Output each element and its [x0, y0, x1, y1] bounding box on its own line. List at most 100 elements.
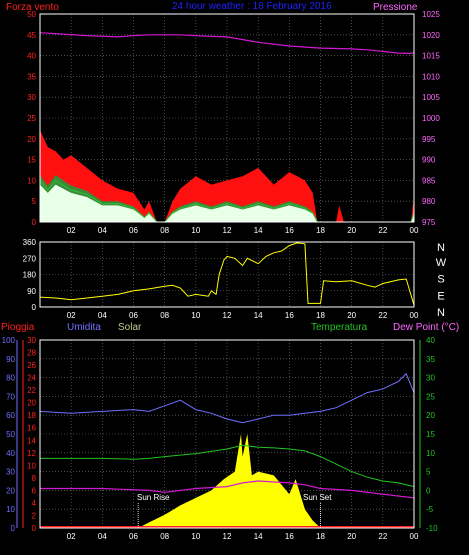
rain-y-tick-label: 28 — [27, 349, 36, 358]
panel-1-x-tick-label: 16 — [285, 226, 294, 235]
axis-layer: 02 04 06 08 10 12 14 16 18 20 22 000510152025303540… — [2, 10, 447, 541]
rain-y-tick-label: 26 — [27, 361, 36, 370]
panel-3-x-tick-label: 22 — [378, 532, 387, 541]
rain-y-tick-label: 0 — [32, 524, 37, 533]
temp-y-tick-label: 0 — [426, 486, 431, 495]
wind-y-tick-label: 35 — [27, 72, 36, 81]
temp-y-tick-label: 35 — [426, 355, 435, 364]
compass-label: N — [437, 307, 445, 319]
panel-2-x-tick-label: 16 — [285, 311, 294, 320]
temp-y-tick-label: 5 — [426, 468, 431, 477]
pressure-y-tick-label: 985 — [422, 176, 436, 185]
temperature-line — [40, 444, 415, 488]
panel-2-frame — [39, 241, 415, 308]
panel-1-x-tick-label: 10 — [191, 226, 200, 235]
direction-y-tick-label: 180 — [23, 271, 37, 280]
pressure-y-tick-label: 995 — [422, 135, 436, 144]
rain-y-tick-label: 2 — [32, 511, 37, 520]
wind-y-tick-label: 0 — [32, 218, 37, 227]
temp-y-tick-label: 40 — [426, 336, 435, 345]
panel-3-x-tick-label: 04 — [98, 532, 107, 541]
dewpoint-line — [40, 480, 415, 499]
label-solar: Solar — [118, 322, 142, 333]
panel-3-x-tick-label: 18 — [316, 532, 325, 541]
panel-2-x-tick-label: 08 — [160, 311, 169, 320]
wind-avg-area — [40, 184, 414, 222]
label-rain: Pioggia — [1, 322, 35, 333]
panel-2-x-tick-label: 18 — [316, 311, 325, 320]
header-center: 24 hour weather : 18 February 2016 — [172, 1, 332, 12]
panel-2-x-tick-label: 12 — [223, 311, 232, 320]
pressure-y-tick-label: 1000 — [422, 114, 440, 123]
pressure-line — [39, 32, 415, 55]
humidity-y-tick-label: 100 — [2, 336, 16, 345]
panel-2-x-tick-label: 22 — [378, 311, 387, 320]
wind-avg-line — [39, 180, 415, 223]
panel-3-x-tick-label: 08 — [160, 532, 169, 541]
temp-y-tick-label: 30 — [426, 374, 435, 383]
direction-y-tick-label: 0 — [32, 303, 37, 312]
humidity-y-tick-label: 60 — [6, 411, 15, 420]
humidity-y-tick-label: 30 — [6, 468, 15, 477]
wind-y-tick-label: 20 — [27, 135, 36, 144]
header-right: Pressione — [373, 2, 418, 13]
rain-y-tick-label: 20 — [27, 399, 36, 408]
wind-y-tick-label: 5 — [32, 197, 37, 206]
compass-label: N — [437, 242, 445, 254]
pressure-y-tick-label: 1020 — [422, 31, 440, 40]
rain-y-tick-label: 18 — [27, 411, 36, 420]
series-layer — [39, 32, 415, 528]
pressure-y-tick-label: 1025 — [422, 10, 440, 19]
compass-label: E — [437, 290, 444, 302]
temp-y-tick-label: 20 — [426, 411, 435, 420]
rain-y-tick-label: 16 — [27, 424, 36, 433]
humidity-y-tick-label: 90 — [6, 355, 15, 364]
rain-y-tick-label: 12 — [27, 449, 36, 458]
label-dewpoint: Dew Point (°C) — [393, 322, 459, 333]
panel-2-x-tick-label: 02 — [67, 311, 76, 320]
humidity-y-tick-label: 10 — [6, 505, 15, 514]
direction-y-tick-label: 270 — [23, 254, 37, 263]
panel-2-x-tick-label: 20 — [347, 311, 356, 320]
panel-1-x-tick-label: 00 — [410, 226, 419, 235]
direction-line — [39, 242, 415, 306]
panel-3-x-tick-label: 02 — [67, 532, 76, 541]
panel-3-x-tick-label: 14 — [254, 532, 263, 541]
compass-label: S — [437, 274, 444, 286]
panel-3-x-tick-label: 12 — [223, 532, 232, 541]
panel-3-frame — [39, 339, 415, 529]
pressure-y-tick-label: 980 — [422, 197, 436, 206]
panel-1-frame — [39, 13, 415, 223]
pressure-y-tick-label: 1005 — [422, 93, 440, 102]
wind-y-tick-label: 30 — [27, 93, 36, 102]
panel-3-x-tick-label: 20 — [347, 532, 356, 541]
panel-2-x-tick-label: 06 — [129, 311, 138, 320]
wind-y-tick-label: 10 — [27, 176, 36, 185]
direction-y-tick-label: 360 — [23, 238, 37, 247]
rain-y-tick-label: 10 — [27, 461, 36, 470]
panel-2-x-tick-label: 10 — [191, 311, 200, 320]
grid-layer — [40, 13, 415, 529]
panel-2-x-tick-label: 04 — [98, 311, 107, 320]
wind-y-tick-label: 40 — [27, 52, 36, 61]
humidity-y-tick-label: 70 — [6, 392, 15, 401]
pressure-y-tick-label: 990 — [422, 156, 436, 165]
rain-y-tick-label: 24 — [27, 374, 36, 383]
temp-y-tick-label: 15 — [426, 430, 435, 439]
panel-1-x-tick-label: 04 — [98, 226, 107, 235]
panel-1-x-tick-label: 06 — [129, 226, 138, 235]
pressure-y-tick-label: 975 — [422, 218, 436, 227]
panel-3-x-tick-label: 06 — [129, 532, 138, 541]
label-humidity: Umidita — [67, 322, 101, 333]
header-left: Forza vento — [6, 2, 59, 13]
humidity-y-tick-label: 0 — [11, 524, 16, 533]
humidity-y-tick-label: 40 — [6, 449, 15, 458]
panel-1-x-tick-label: 12 — [223, 226, 232, 235]
panel-1-x-tick-label: 02 — [67, 226, 76, 235]
wind-y-tick-label: 15 — [27, 156, 36, 165]
rain-y-tick-label: 22 — [27, 386, 36, 395]
solar-area — [138, 434, 321, 528]
humidity-y-tick-label: 20 — [6, 486, 15, 495]
rain-y-tick-label: 30 — [27, 336, 36, 345]
